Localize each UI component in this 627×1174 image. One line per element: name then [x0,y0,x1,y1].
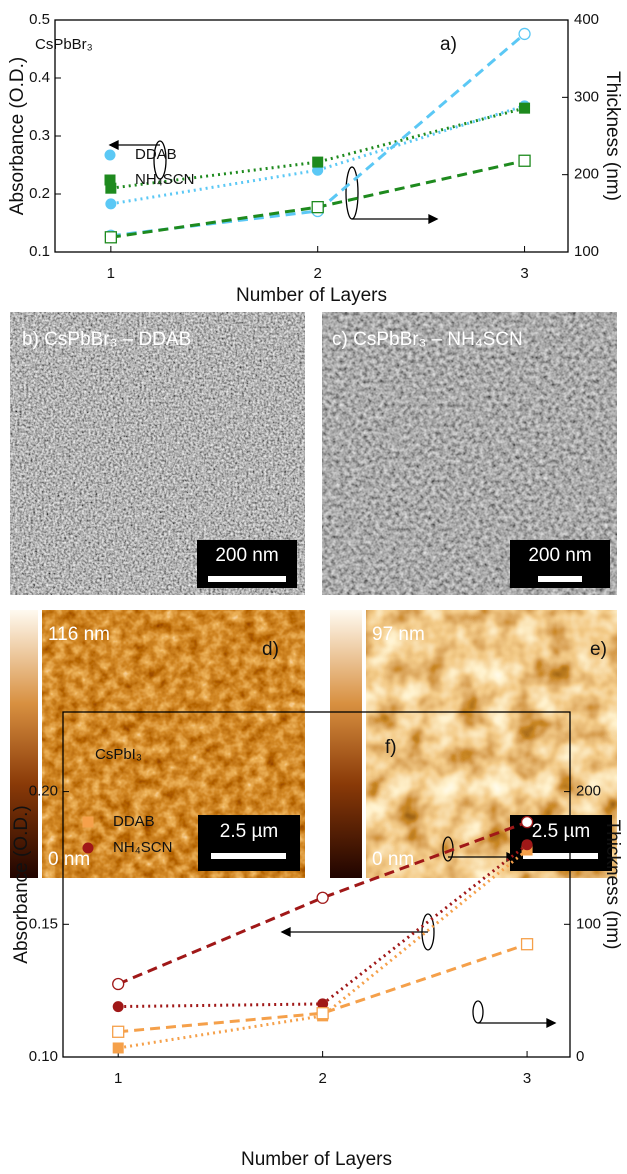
marker [112,1001,124,1013]
marker [112,977,125,991]
marker [518,154,531,167]
legend-label: NH₄SCN [135,171,194,188]
plot-frame [54,19,569,253]
marker [520,938,534,951]
max-label: 97 nm [372,624,425,645]
annotation: CsPbI₃ [95,746,142,763]
afm-image [365,609,618,879]
panel-label: c) CsPbBr₃ – NH₄SCN [332,329,523,350]
y2-axis-label: Thickness (nm) [602,820,623,950]
axis-pointers [108,139,557,1029]
min-label: 0 nm [372,849,414,870]
scale-bar [208,576,286,582]
legend-label: DDAB [135,146,177,163]
marker [105,182,117,194]
panel-label: e) [590,639,607,660]
chart: 1 2 3 0.10 0.15 0.20 0 100 200 Number of Layers Ab… [11,711,623,1170]
legend-marker [82,842,94,854]
x-tick-label: 3 [520,265,528,282]
legend-label: NH₄SCN [113,839,172,856]
x-axis-label: Number of Layers [241,1149,392,1170]
y2-tick-label: 100 [574,243,599,260]
y2-tick-label: 200 [576,783,601,800]
marker [104,231,118,244]
y-tick-label: 0.5 [29,11,50,28]
y-tick-label: 0.20 [29,783,58,800]
legend-marker [104,174,116,186]
marker [312,156,324,168]
marker [521,839,533,851]
annotation: a) [440,34,457,55]
y2-tick-label: 400 [574,11,599,28]
sem-panel: c) CsPbBr₃ – NH₄SCN 200 nm [321,311,618,596]
scale-text: 200 nm [215,545,278,566]
color-bar [10,610,38,878]
scale-text: 2.5 µm [220,821,278,842]
x-tick-label: 2 [318,1070,326,1087]
y2-axis-label: Thickness (nm) [602,71,623,201]
afm-panel: 97 nm 0 nm e) 2.5 µm [330,609,618,879]
x-axis-label: Number of Layers [236,285,387,306]
y2-tick-label: 100 [576,915,601,932]
marker [518,27,531,41]
marker [519,102,531,114]
scale-box [198,815,300,871]
afm-panel: 116 nm 0 nm d) 2.5 µm [10,609,306,879]
y-axis-label: Absorbance (O.D.) [7,57,28,215]
series-line [118,942,528,1034]
x-tick-label: 1 [107,265,115,282]
y-axis-label: Absorbance (O.D.) [11,805,32,963]
sem-panel: b) CsPbBr₃ – DDAB 200 nm [9,311,306,596]
scale-bar [538,576,582,582]
panel-label: d) [262,639,279,660]
legend-label: DDAB [113,813,155,830]
legend-marker [82,816,94,828]
marker [520,815,534,829]
series-line [117,820,528,986]
annotation: CsPbBr₃ [35,36,93,53]
plot-frame [62,711,571,1058]
marker [317,998,329,1010]
y-tick-label: 0.2 [29,185,50,202]
y-tick-label: 0.1 [29,243,50,260]
min-label: 0 nm [48,849,90,870]
x-tick-label: 1 [114,1070,122,1087]
marker [311,200,324,214]
y-tick-label: 0.10 [29,1048,58,1065]
legend-marker [104,149,116,161]
y2-tick-label: 200 [574,166,599,183]
scale-bar [211,853,286,859]
marker [316,1007,329,1020]
marker [112,1025,125,1038]
y-tick-label: 0.15 [29,915,58,932]
x-tick-label: 2 [314,265,322,282]
scale-bar [523,853,598,859]
x-tick-label: 3 [523,1070,531,1087]
scale-text: 200 nm [528,545,591,566]
marker [105,198,117,210]
max-label: 116 nm [48,624,110,645]
marker [112,1042,124,1054]
color-bar [330,610,362,878]
scale-text: 2.5 µm [532,821,590,842]
series-line [110,104,526,206]
y-tick-label: 0.3 [29,127,50,144]
chart: 1 2 3 0.1 0.2 0.3 0.4 0.5 100 200 300 400 Number of … [7,11,623,306]
y-tick-label: 0.4 [29,69,50,86]
y2-tick-label: 300 [574,88,599,105]
y2-tick-label: 0 [576,1048,584,1065]
panel-label: b) CsPbBr₃ – DDAB [22,329,191,350]
annotation: f) [385,737,397,758]
marker [316,891,329,904]
